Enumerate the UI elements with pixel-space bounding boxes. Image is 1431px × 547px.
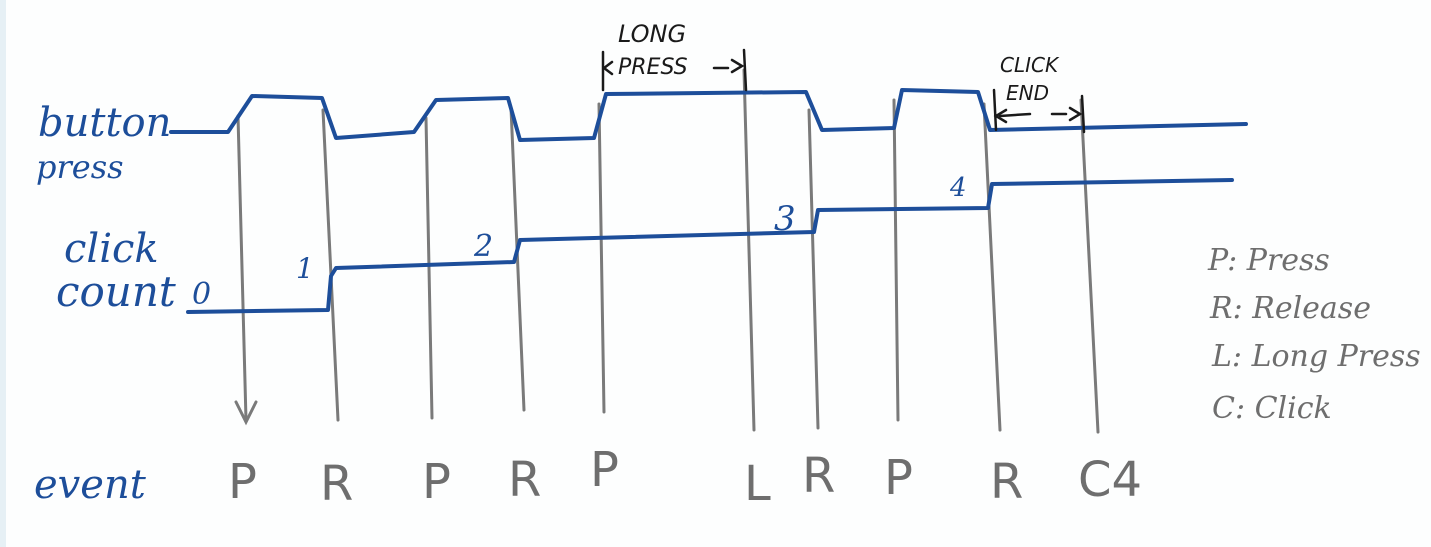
arrow-head-icon <box>234 400 258 426</box>
event-label-c4: C4 <box>1078 452 1142 508</box>
count-4: 4 <box>949 173 967 203</box>
count-1: 1 <box>296 252 314 285</box>
long-press-left-arrow-icon <box>601 60 614 76</box>
click-count-signal <box>186 178 1234 314</box>
event-lines <box>234 68 1100 434</box>
long-press-right-arrow-icon <box>730 58 745 74</box>
click-end-right-bar <box>1080 94 1086 134</box>
legend: P: Press R: Release L: Long Press C: Cli… <box>1207 243 1421 426</box>
event-labels: P R P R P L R P R C4 <box>228 442 1142 512</box>
event-label-p4: P <box>884 450 913 506</box>
event-line-r4 <box>982 102 1002 432</box>
label-click-count-1: click <box>64 226 159 272</box>
event-label-r4: R <box>990 454 1023 510</box>
event-label-r3: R <box>802 448 835 504</box>
event-line-c4 <box>1079 98 1100 434</box>
event-label-r1: R <box>320 456 353 512</box>
label-click-count-2: count <box>56 267 176 316</box>
click-end-right-arrow-icon <box>1068 106 1083 122</box>
click-end-label-1: CLICK <box>1000 53 1060 77</box>
event-line-p1 <box>236 114 248 422</box>
event-line-l <box>742 68 756 432</box>
event-line-r1 <box>321 108 340 422</box>
event-line-p3 <box>597 102 606 414</box>
legend-item-press: P: Press <box>1207 243 1330 278</box>
long-press-label-1: LONG <box>618 20 686 48</box>
event-label-p3: P <box>590 442 619 498</box>
count-3: 3 <box>774 199 796 239</box>
legend-item-long-press: L: Long Press <box>1211 339 1421 374</box>
count-2: 2 <box>473 229 493 264</box>
long-press-right-bar <box>742 48 748 92</box>
button-press-signal <box>169 88 1248 142</box>
event-label-p2: P <box>422 454 451 510</box>
long-press-label-2: PRESS <box>618 55 688 80</box>
click-end-left-bar <box>992 88 998 132</box>
event-line-r2 <box>509 106 526 412</box>
event-line-r3 <box>807 108 820 430</box>
click-end-label-2: END <box>1006 81 1049 105</box>
legend-item-release: R: Release <box>1209 291 1371 326</box>
event-label-l: L <box>744 456 771 512</box>
click-end-line-a <box>998 112 1032 118</box>
count-0: 0 <box>192 277 211 312</box>
label-button-press-2: press <box>36 148 124 186</box>
label-button-press-1: button <box>38 100 171 146</box>
event-line-p2 <box>424 116 434 420</box>
event-label-p1: P <box>228 454 257 510</box>
legend-item-click: C: Click <box>1212 391 1332 426</box>
event-line-p4 <box>892 98 900 422</box>
event-label-r2: R <box>508 452 541 508</box>
label-event: event <box>34 462 147 508</box>
diagram-canvas: button press click count event 0 1 2 3 4… <box>34 20 1421 512</box>
